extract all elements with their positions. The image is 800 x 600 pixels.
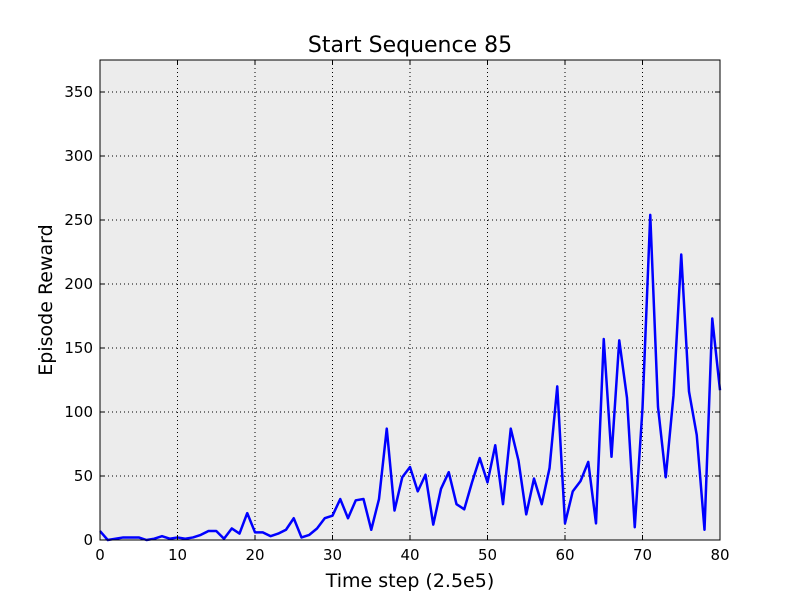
x-tick-label: 0 — [95, 546, 105, 564]
x-tick-label: 20 — [245, 546, 264, 564]
y-tick-label: 0 — [83, 531, 93, 549]
y-tick-label: 100 — [64, 403, 93, 421]
x-tick-label: 10 — [168, 546, 187, 564]
y-tick-label: 200 — [64, 275, 93, 293]
series-line — [99, 213, 722, 542]
x-tick-label: 80 — [710, 546, 729, 564]
x-tick-label: 40 — [400, 546, 419, 564]
series-group — [99, 213, 722, 542]
grid-lines — [100, 60, 720, 540]
x-tick-label: 30 — [323, 546, 342, 564]
y-tick-label: 300 — [64, 147, 93, 165]
x-tick-label: 70 — [633, 546, 652, 564]
y-tick-label: 250 — [64, 211, 93, 229]
x-axis-label: Time step (2.5e5) — [325, 570, 495, 592]
ticks-group: 0 10 20 30 40 50 60 70 80 0 50 100 150 200 250 300 350 — [64, 60, 730, 564]
y-axis-label: Episode Reward — [35, 224, 57, 375]
chart-title: Start Sequence 85 — [308, 33, 512, 58]
x-tick-label: 60 — [555, 546, 574, 564]
y-tick-label: 350 — [64, 83, 93, 101]
y-tick-label: 50 — [74, 467, 93, 485]
y-tick-label: 150 — [64, 339, 93, 357]
x-tick-label: 50 — [478, 546, 497, 564]
